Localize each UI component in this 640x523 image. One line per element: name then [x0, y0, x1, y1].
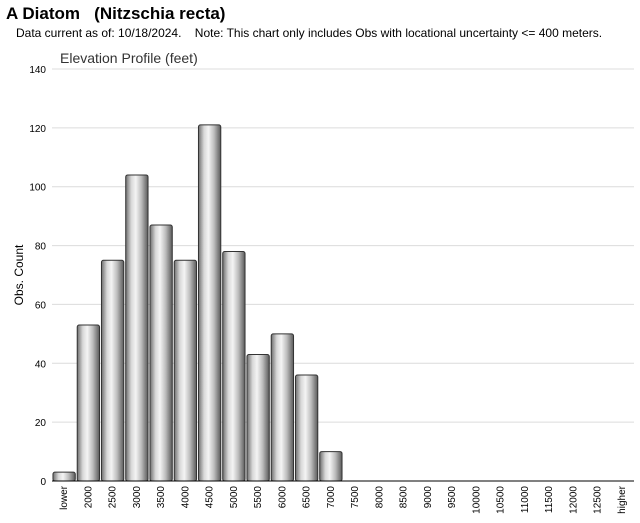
y-tick-label: 40: [35, 359, 47, 370]
y-tick-label: 120: [29, 124, 46, 135]
x-tick-label: 11000: [520, 486, 531, 514]
data-note: Data current as of: 10/18/2024. Note: Th…: [16, 26, 603, 40]
x-tick-label: higher: [617, 485, 628, 513]
x-tick-label: 9500: [447, 486, 458, 509]
bar-3500: [149, 224, 173, 482]
y-tick-label: 80: [35, 242, 47, 253]
bar-4500: [197, 124, 222, 482]
x-tick-label: 5000: [229, 486, 240, 509]
y-tick-label: 60: [35, 300, 47, 311]
bar-lower: [52, 471, 76, 482]
bar-3000: [125, 174, 149, 482]
bar-4000: [173, 259, 198, 482]
bar-6000: [270, 333, 295, 482]
x-tick-label: 4000: [180, 486, 191, 509]
x-tick-label: 7000: [326, 486, 337, 509]
bar-6500: [294, 374, 319, 482]
x-tick-label: 8000: [374, 486, 385, 509]
x-tick-label: 3000: [132, 486, 143, 509]
x-tick-label: 10500: [496, 486, 507, 514]
x-tick-label: 10000: [471, 486, 482, 514]
y-tick-label: 140: [29, 65, 46, 76]
bar-5000: [222, 250, 246, 482]
x-tick-label: 6000: [277, 486, 288, 509]
x-tick-label: 2500: [108, 486, 119, 509]
bar-7000: [319, 451, 343, 482]
x-tick-label: 11500: [544, 486, 555, 514]
y-tick-label: 100: [29, 183, 46, 194]
x-tick-label: 3500: [156, 486, 167, 509]
chart-page-title: A Diatom (Nitzschia recta): [6, 4, 226, 23]
bar-2500: [100, 259, 125, 482]
chart-title: Elevation Profile (feet): [60, 50, 198, 66]
y-tick-label: 0: [40, 477, 46, 488]
x-tick-label: lower: [59, 485, 70, 510]
x-tick-label: 9000: [423, 486, 434, 509]
x-tick-label: 5500: [253, 486, 264, 509]
bar-2000: [76, 324, 101, 482]
x-tick-label: 6500: [302, 486, 313, 509]
y-axis-label: Obs. Count: [12, 244, 26, 305]
x-tick-label: 7500: [350, 486, 361, 509]
x-tick-label: 12500: [593, 486, 604, 514]
x-tick-label: 4500: [205, 486, 216, 509]
x-tick-label: 12000: [568, 486, 579, 514]
x-tick-label: 8500: [399, 486, 410, 509]
bar-5500: [246, 353, 270, 482]
y-tick-label: 20: [35, 418, 47, 429]
x-tick-label: 2000: [83, 486, 94, 509]
